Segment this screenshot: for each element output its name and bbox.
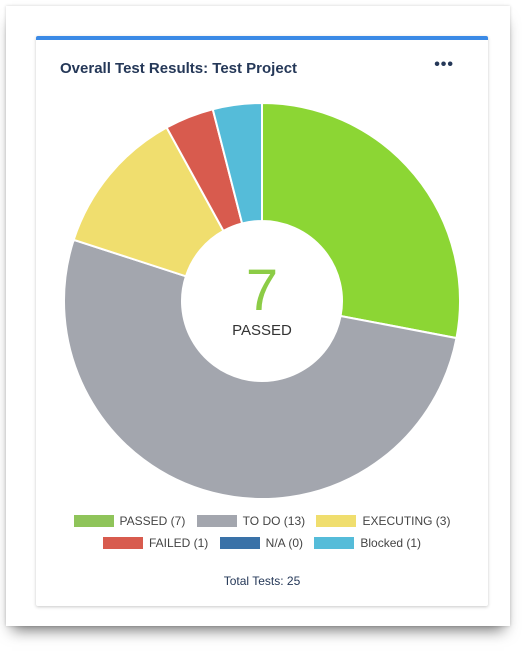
legend-swatch (219, 537, 260, 549)
total-tests: Total Tests: 25 (223, 574, 301, 588)
legend-item-passed[interactable]: PASSED (7) (73, 514, 186, 528)
legend-swatch (314, 537, 355, 549)
legend-label: FAILED (1) (148, 536, 209, 550)
more-horizontal-icon[interactable]: ••• (434, 56, 454, 73)
legend-label: TO DO (13) (242, 514, 306, 528)
test-results-gadget: Overall Test Results: Test Project ••• 7… (36, 36, 488, 606)
legend-label: PASSED (7) (119, 514, 186, 528)
donut-slice-blocked[interactable] (211, 101, 263, 225)
legend-swatch (316, 515, 357, 527)
legend-row-1: PASSED (7) TO DO (13) EXECUTING (3) (36, 514, 488, 528)
screenshot-frame: Overall Test Results: Test Project ••• 7… (6, 6, 510, 626)
legend-swatch (196, 515, 237, 527)
legend-label: EXECUTING (3) (362, 514, 451, 528)
legend-swatch (102, 537, 143, 549)
legend-item-blocked[interactable]: Blocked (1) (314, 536, 421, 550)
donut-slice-to-do[interactable] (63, 238, 458, 500)
center-value: 7 (245, 258, 279, 323)
legend-label: N/A (0) (265, 536, 303, 550)
legend-item-todo[interactable]: TO DO (13) (196, 514, 306, 528)
donut-chart (63, 101, 461, 500)
gadget-title: Overall Test Results: Test Project (60, 60, 298, 77)
legend-label: Blocked (1) (360, 536, 422, 550)
legend-row-2: FAILED (1) N/A (0) Blocked (1) (36, 536, 488, 550)
legend-item-executing[interactable]: EXECUTING (3) (316, 514, 450, 528)
legend-item-failed[interactable]: FAILED (1) (102, 536, 209, 550)
center-label: PASSED (232, 322, 292, 339)
legend-swatch (73, 515, 114, 527)
donut-slice-passed[interactable] (261, 101, 461, 340)
legend-item-na[interactable]: N/A (0) (219, 536, 303, 550)
